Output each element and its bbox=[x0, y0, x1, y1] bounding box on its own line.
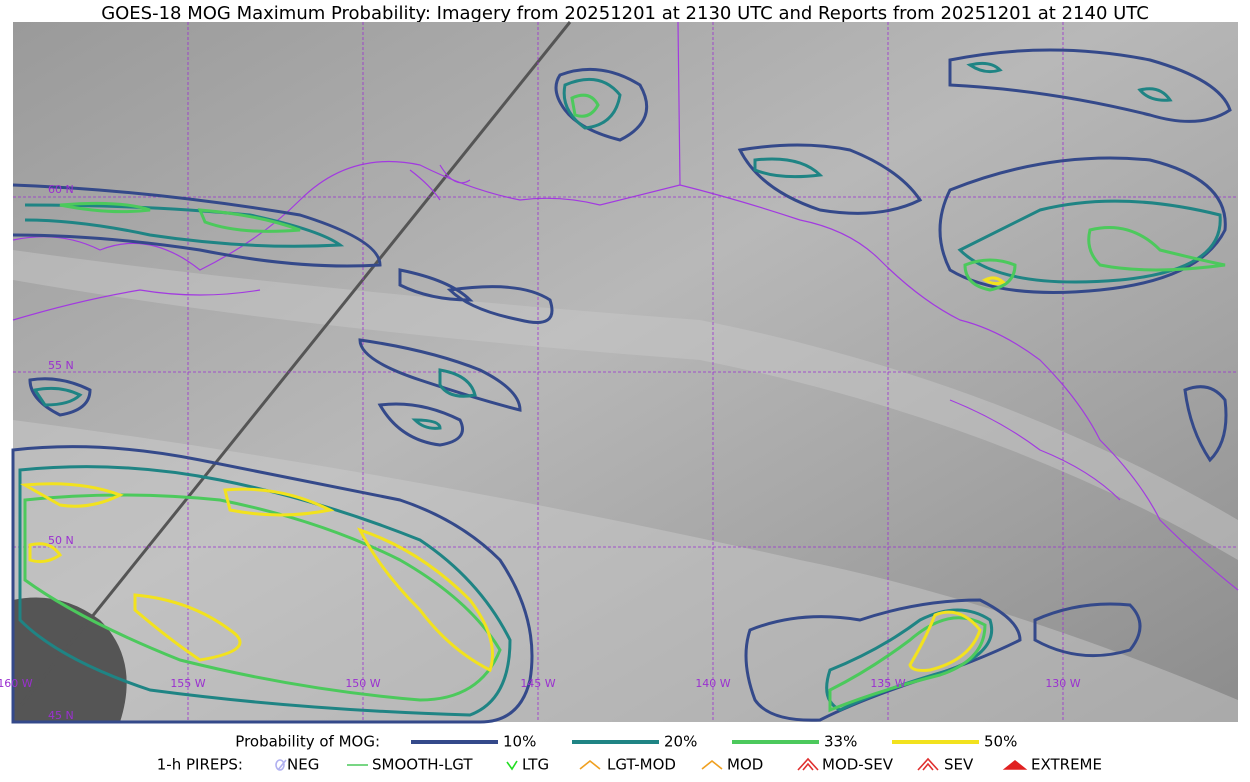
legend-label: SMOOTH-LGT bbox=[372, 756, 473, 774]
cloud-band bbox=[13, 250, 1238, 560]
lat-label: 60 N bbox=[48, 183, 74, 196]
legend-label: 20% bbox=[664, 733, 697, 751]
legend-label: SEV bbox=[944, 756, 974, 774]
legend-label: MOD-SEV bbox=[822, 756, 894, 774]
legend-label: 33% bbox=[824, 733, 857, 751]
pirep-icon bbox=[579, 759, 601, 770]
dark-region bbox=[13, 597, 127, 722]
legend-label: 50% bbox=[984, 733, 1017, 751]
scan-edge bbox=[11, 21, 572, 716]
title: GOES-18 MOG Maximum Probability: Imagery… bbox=[101, 3, 1149, 24]
legend-label: LTG bbox=[522, 756, 549, 774]
lon-label: 130 W bbox=[1045, 677, 1080, 690]
lon-label: 140 W bbox=[695, 677, 730, 690]
grid-labels: 60 N 55 N 50 N 45 N 160 W 155 W 150 W 145 W 140 … bbox=[0, 183, 1081, 722]
lat-label: 50 N bbox=[48, 534, 74, 547]
lon-label: 155 W bbox=[170, 677, 205, 690]
legend-title: 1-h PIREPS: bbox=[157, 756, 243, 774]
legend-label: LGT-MOD bbox=[607, 756, 676, 774]
legend-title: Probability of MOG: bbox=[235, 733, 380, 751]
lon-label: 135 W bbox=[870, 677, 905, 690]
lon-label: 145 W bbox=[520, 677, 555, 690]
legend-label: MOD bbox=[727, 756, 763, 774]
pirep-icon bbox=[275, 759, 287, 771]
pirep-icon bbox=[506, 760, 518, 771]
pirep-icon bbox=[701, 759, 723, 770]
legend: Probability of MOG: 1-h PIREPS: 10% 20% 33… bbox=[157, 733, 1102, 774]
pirep-icon bbox=[1002, 759, 1028, 770]
lon-label: 160 W bbox=[0, 677, 33, 690]
coastlines bbox=[12, 21, 1239, 591]
contours bbox=[11, 48, 1232, 724]
lat-label: 55 N bbox=[48, 359, 74, 372]
graticule bbox=[13, 22, 1238, 722]
cloud-band bbox=[13, 420, 1238, 722]
legend-label: NEG bbox=[287, 756, 319, 774]
lat-label: 45 N bbox=[48, 709, 74, 722]
legend-label: EXTREME bbox=[1031, 756, 1102, 774]
pirep-icon bbox=[917, 757, 939, 771]
lon-label: 150 W bbox=[345, 677, 380, 690]
pirep-icon bbox=[797, 757, 819, 771]
legend-label: 10% bbox=[503, 733, 536, 751]
map: 60 N 55 N 50 N 45 N 160 W 155 W 150 W 145 W 140 … bbox=[0, 21, 1239, 724]
